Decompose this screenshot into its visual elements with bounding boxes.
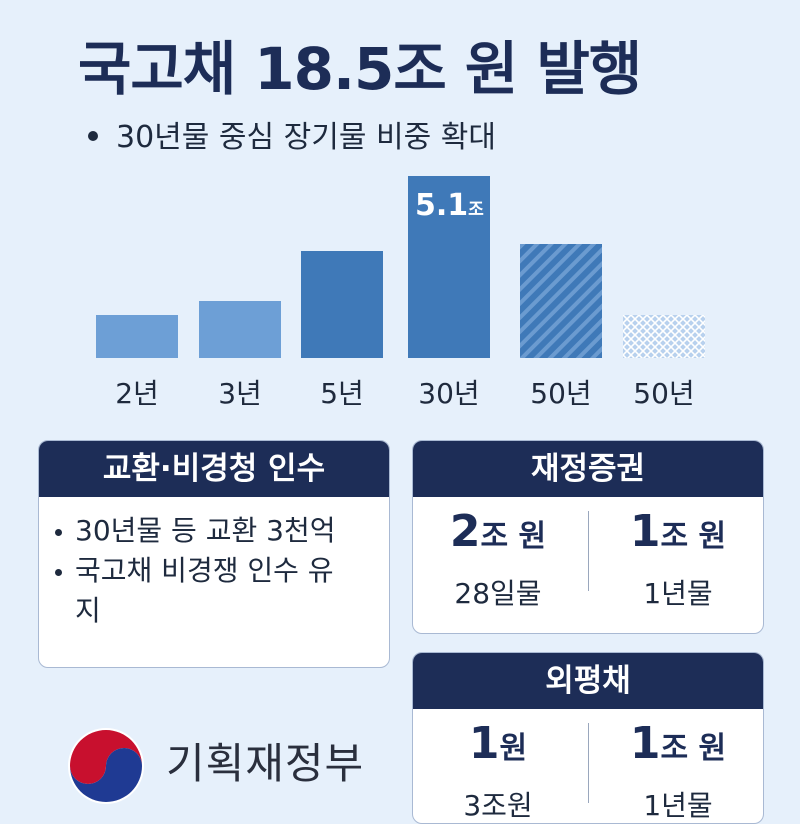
x-tick-label: 2년: [115, 377, 159, 410]
x-tick-label: 30년: [418, 377, 480, 410]
bar-30년: [408, 176, 490, 358]
treasury-bill-left: 2조 원 28일물: [413, 497, 583, 612]
term-label: 28일물: [454, 577, 542, 610]
amount-number: 2: [449, 506, 481, 557]
treasury-bill-split: 2조 원 28일물 1조 원 1년물: [413, 497, 763, 617]
term-label: 3조원: [463, 789, 533, 822]
maturity-bar-chart: 2년 3년 5년 30년 5.1조 50년 50년: [96, 176, 705, 410]
data-label-value: 5.1: [415, 188, 469, 223]
amount-value: 1조 원: [593, 507, 763, 562]
amount-value: 1조 원: [593, 719, 763, 774]
bar-50년: [520, 244, 602, 358]
term-label: 1년물: [643, 789, 713, 822]
treasury-bill-card: 재정증권 2조 원 28일물 1조 원 1년물: [412, 440, 764, 634]
treasury-bill-card-title: 재정증권: [413, 441, 763, 497]
fx-bond-left: 1원 3조원: [413, 709, 583, 823]
x-tick-label: 5년: [320, 377, 364, 410]
fx-bond-card-title: 외평채: [413, 653, 763, 709]
x-tick-label: 50년: [530, 377, 592, 410]
amount-number: 1: [468, 718, 500, 769]
bar-5년: [301, 251, 383, 358]
bar-50년: [623, 315, 705, 358]
amount-unit: 원: [499, 731, 528, 766]
exchange-card: 교환·비경청 인수 30년물 등 교환 3천억 국고채 비경쟁 인수 유지: [38, 440, 390, 668]
divider: [588, 723, 589, 803]
amount-number: 1: [629, 506, 661, 557]
exchange-card-list: 30년물 등 교환 3천억 국고채 비경쟁 인수 유지: [39, 497, 389, 631]
term-label: 1년물: [643, 577, 713, 610]
data-label: 5.1조: [415, 188, 484, 223]
divider: [588, 511, 589, 591]
amount-unit: 조 원: [480, 519, 547, 554]
ministry-name: 기획재정부: [166, 739, 365, 788]
bar-2년: [96, 315, 178, 358]
fx-bond-split: 1원 3조원 1조 원 1년물: [413, 709, 763, 823]
amount-value: 2조 원: [413, 507, 583, 562]
x-tick-label: 50년: [633, 377, 695, 410]
treasury-bill-right: 1조 원 1년물: [593, 497, 763, 612]
amount-number: 1: [629, 718, 661, 769]
page-title: 국고채 18.5조 원 발행: [78, 35, 642, 103]
exchange-card-title: 교환·비경청 인수: [39, 441, 389, 497]
data-label-unit: 조: [468, 200, 484, 220]
bar-3년: [199, 301, 281, 358]
amount-unit: 조 원: [660, 519, 727, 554]
amount-value: 1원: [413, 719, 583, 774]
subtitle: 30년물 중심 장기물 비중 확대: [88, 112, 496, 156]
bullet-dot: [88, 130, 98, 141]
amount-unit: 조 원: [660, 731, 727, 766]
subtitle-text: 30년물 중심 장기물 비중 확대: [116, 120, 496, 155]
fx-bond-right: 1조 원 1년물: [593, 709, 763, 823]
x-tick-label: 3년: [218, 377, 262, 410]
government-emblem-icon: [68, 728, 144, 804]
list-item: 30년물 등 교환 3천억: [53, 511, 389, 551]
fx-bond-card: 외평채 1원 3조원 1조 원 1년물: [412, 652, 764, 824]
list-item: 국고채 비경쟁 인수 유지: [53, 551, 335, 631]
